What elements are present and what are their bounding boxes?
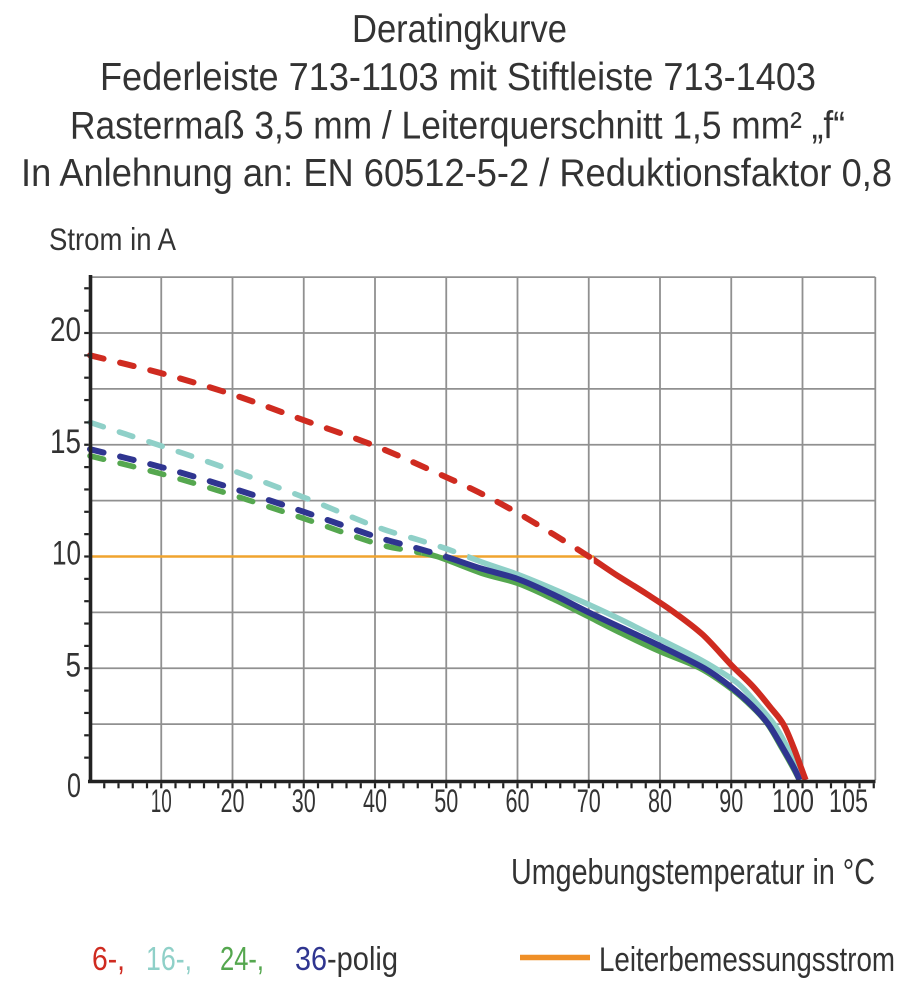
- svg-text:Rastermaß 3,5 mm / Leiterquers: Rastermaß 3,5 mm / Leiterquerschnitt 1,5…: [70, 105, 845, 148]
- svg-text:90: 90: [719, 783, 743, 819]
- svg-text:In Anlehnung an: EN 60512-5-2: In Anlehnung an: EN 60512-5-2 / Reduktio…: [21, 152, 892, 195]
- svg-text:40: 40: [363, 783, 387, 819]
- svg-text:5: 5: [66, 646, 82, 684]
- svg-text:Strom in A: Strom in A: [49, 221, 176, 257]
- svg-text:0: 0: [67, 767, 81, 805]
- svg-text:15: 15: [50, 423, 81, 461]
- svg-text:20: 20: [221, 783, 245, 819]
- svg-text:105: 105: [829, 783, 868, 819]
- svg-text:80: 80: [648, 783, 672, 819]
- svg-text:6-,: 6-,: [92, 940, 125, 977]
- svg-text:24-,: 24-,: [220, 940, 264, 977]
- svg-text:50: 50: [434, 783, 458, 819]
- svg-text:30: 30: [292, 783, 316, 819]
- svg-text:36: 36: [295, 940, 327, 977]
- svg-text:20: 20: [50, 311, 81, 349]
- svg-text:Umgebungstemperatur in °C: Umgebungstemperatur in °C: [511, 851, 875, 892]
- svg-text:70: 70: [577, 783, 601, 819]
- svg-text:Federleiste 713-1103 mit Stift: Federleiste 713-1103 mit Stiftleiste 713…: [100, 56, 816, 99]
- svg-text:Deratingkurve: Deratingkurve: [352, 8, 567, 51]
- svg-text:10: 10: [151, 783, 172, 819]
- svg-text:100: 100: [772, 783, 814, 819]
- svg-text:-polig: -polig: [327, 940, 398, 977]
- svg-text:16-,: 16-,: [146, 940, 192, 977]
- svg-text:60: 60: [506, 783, 530, 819]
- svg-text:Leiterbemessungsstrom: Leiterbemessungsstrom: [599, 941, 895, 979]
- svg-text:10: 10: [52, 535, 81, 573]
